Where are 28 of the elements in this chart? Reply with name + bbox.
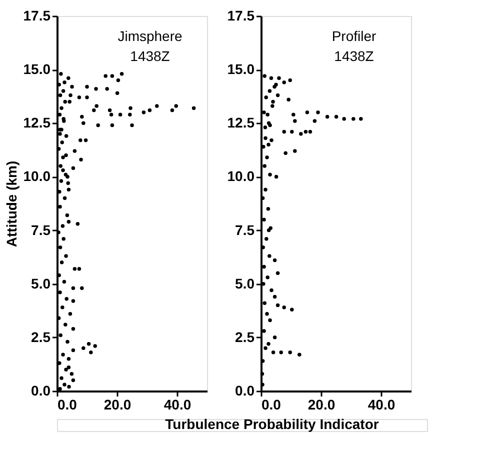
y-tick-label: 7.5: [235, 222, 255, 238]
x-tick-label: 40.0: [164, 396, 192, 412]
annotation: 1438Z: [334, 48, 374, 64]
y-tick-label: 10.0: [227, 168, 255, 184]
y-tick-label: 12.5: [227, 114, 255, 131]
y-tick-label: 15.0: [23, 61, 51, 78]
y-tick-label: 5.0: [31, 275, 51, 292]
annotation: Profiler: [332, 28, 377, 44]
x-tick-label: 0.0: [58, 396, 78, 412]
y-tick-label: 17.5: [227, 8, 255, 24]
y-tick-label: 2.5: [31, 328, 51, 345]
y-tick-label: 17.5: [23, 8, 51, 24]
x-tick-label: 20.0: [104, 396, 132, 412]
y-tick-label: 5.0: [235, 275, 255, 292]
y-tick-label: 10.0: [23, 168, 51, 184]
y-tick-label: 12.5: [23, 114, 51, 131]
y-tick-label: 0.0: [31, 382, 51, 398]
annotation: 1438Z: [130, 48, 170, 64]
y-axis-title: Attitude (km): [3, 160, 20, 248]
y-tick-label: 15.0: [227, 61, 255, 78]
annotation: Jimsphere: [118, 28, 182, 44]
y-tick-label: 2.5: [235, 328, 255, 345]
x-axis-title: Turbulence Probability Indicator: [165, 416, 380, 432]
x-tick-label: 20.0: [308, 396, 336, 412]
y-tick-label: 7.5: [31, 222, 51, 238]
x-tick-label: 40.0: [368, 396, 396, 412]
y-tick-label: 0.0: [235, 382, 255, 398]
x-tick-label: 0.0: [262, 396, 282, 412]
